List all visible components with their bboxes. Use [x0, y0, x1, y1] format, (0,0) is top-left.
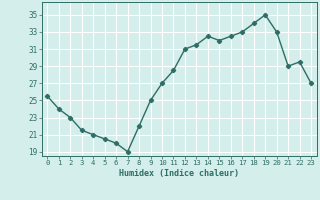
X-axis label: Humidex (Indice chaleur): Humidex (Indice chaleur) [119, 169, 239, 178]
